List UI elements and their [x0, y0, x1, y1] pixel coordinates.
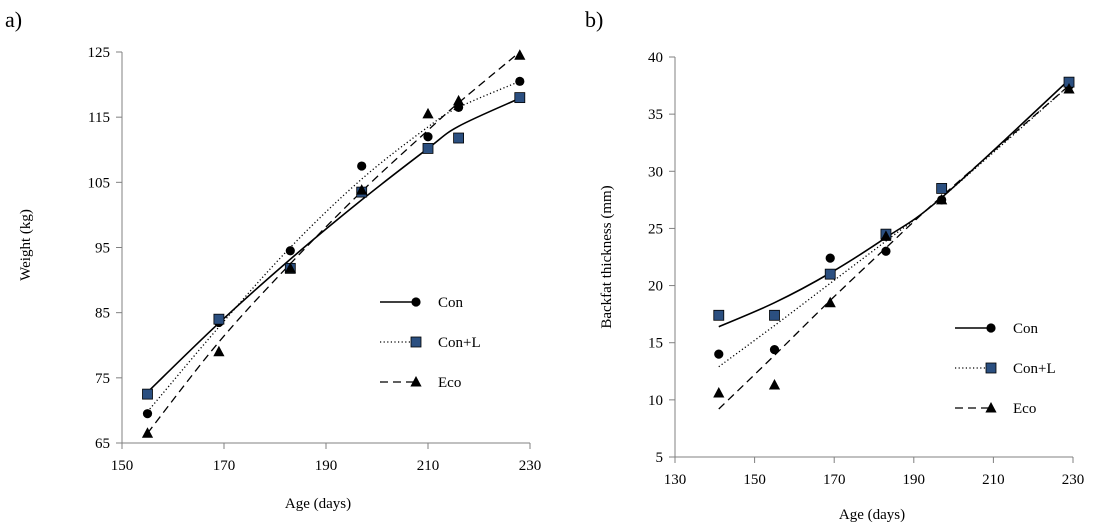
data-point-eco — [284, 262, 296, 273]
legend-marker-con-l — [410, 336, 422, 348]
x-tick-label: 170 — [213, 458, 236, 474]
y-tick-label: 95 — [95, 241, 110, 257]
legend-label-eco: Eco — [438, 375, 461, 391]
trend-line-con-l — [718, 85, 1070, 368]
x-tick-label: 230 — [519, 458, 542, 474]
y-tick-label: 115 — [88, 110, 110, 126]
data-point-con-l — [453, 132, 465, 144]
legend-marker-eco — [410, 376, 422, 387]
x-tick-label: 210 — [982, 472, 1005, 488]
x-tick-label: 210 — [417, 458, 440, 474]
panel-a-y-axis-title: Weight (kg) — [18, 209, 34, 281]
data-point-con — [357, 161, 367, 171]
y-tick-label: 35 — [648, 107, 663, 123]
data-point-con — [881, 246, 891, 256]
data-point-con — [142, 409, 153, 419]
legend-marker-con-l — [985, 362, 997, 374]
data-point-eco — [356, 184, 368, 195]
data-point-con — [769, 344, 780, 355]
data-point-eco — [422, 107, 434, 119]
data-point-eco — [514, 49, 526, 60]
data-point-eco — [936, 193, 948, 205]
panel-b-y-axis-title: Backfat thickness (mm) — [599, 185, 615, 328]
y-tick-label: 15 — [648, 336, 663, 352]
y-tick-label: 105 — [88, 175, 111, 191]
panel-a-label: a) — [5, 7, 22, 32]
data-point-con — [423, 132, 433, 142]
panel-b-label: b) — [585, 7, 603, 32]
data-point-con-l — [769, 309, 780, 321]
x-tick-label: 190 — [903, 472, 926, 488]
panel-a: a) Weight (kg) Age (days) 65 75 85 95 105 115… — [5, 7, 541, 512]
legend-label-con: Con — [438, 295, 464, 311]
data-point-con-l — [213, 313, 225, 325]
data-point-eco — [141, 427, 154, 438]
panel-b: b) Backfat thickness (mm) Age (days) 5 10… — [585, 7, 1084, 523]
data-point-eco — [213, 345, 225, 357]
y-tick-label: 75 — [95, 371, 110, 387]
trend-line-eco — [146, 51, 521, 434]
data-point-con — [714, 349, 724, 359]
y-tick-label: 125 — [88, 45, 111, 61]
data-point-eco — [453, 94, 465, 106]
legend-label-con-l: Con+L — [438, 335, 481, 351]
data-point-con-l — [824, 268, 836, 280]
data-point-con-l — [142, 388, 153, 400]
legend-marker-con — [986, 323, 996, 333]
data-point-con — [515, 76, 525, 86]
x-tick-label: 150 — [111, 458, 134, 474]
x-tick-label: 130 — [664, 472, 687, 488]
data-point-eco — [824, 296, 836, 308]
data-point-con-l — [514, 92, 526, 104]
panel-b-x-axis-title: Age (days) — [839, 507, 905, 523]
y-tick-label: 5 — [656, 450, 664, 466]
trend-line-con-l — [147, 80, 521, 413]
y-tick-label: 40 — [648, 50, 663, 66]
legend-marker-eco — [985, 402, 997, 413]
data-point-con — [285, 246, 295, 256]
x-tick-label: 230 — [1062, 472, 1085, 488]
y-tick-label: 25 — [648, 221, 663, 237]
x-tick-label: 190 — [315, 458, 338, 474]
data-point-con-l — [936, 183, 948, 194]
x-tick-label: 150 — [743, 472, 766, 488]
data-point-con — [825, 253, 835, 263]
data-point-con-l — [713, 309, 725, 321]
y-tick-label: 10 — [648, 393, 663, 409]
legend-label-con: Con — [1013, 321, 1039, 337]
x-tick-label: 170 — [823, 472, 846, 488]
data-point-eco — [713, 387, 725, 398]
y-tick-label: 20 — [648, 279, 663, 295]
legend-label-eco: Eco — [1013, 401, 1036, 417]
y-tick-label: 65 — [95, 436, 110, 452]
data-point-eco — [1063, 83, 1075, 94]
data-point-eco — [768, 379, 781, 390]
data-point-con-l — [422, 143, 434, 154]
legend-label-con-l: Con+L — [1013, 361, 1056, 377]
trend-line-eco — [718, 85, 1070, 410]
legend-marker-con — [411, 297, 421, 307]
trend-line-con — [718, 79, 1070, 328]
y-tick-label: 30 — [648, 164, 663, 180]
y-tick-label: 85 — [95, 306, 110, 322]
data-point-eco — [880, 230, 892, 241]
panel-a-x-axis-title: Age (days) — [285, 496, 351, 512]
